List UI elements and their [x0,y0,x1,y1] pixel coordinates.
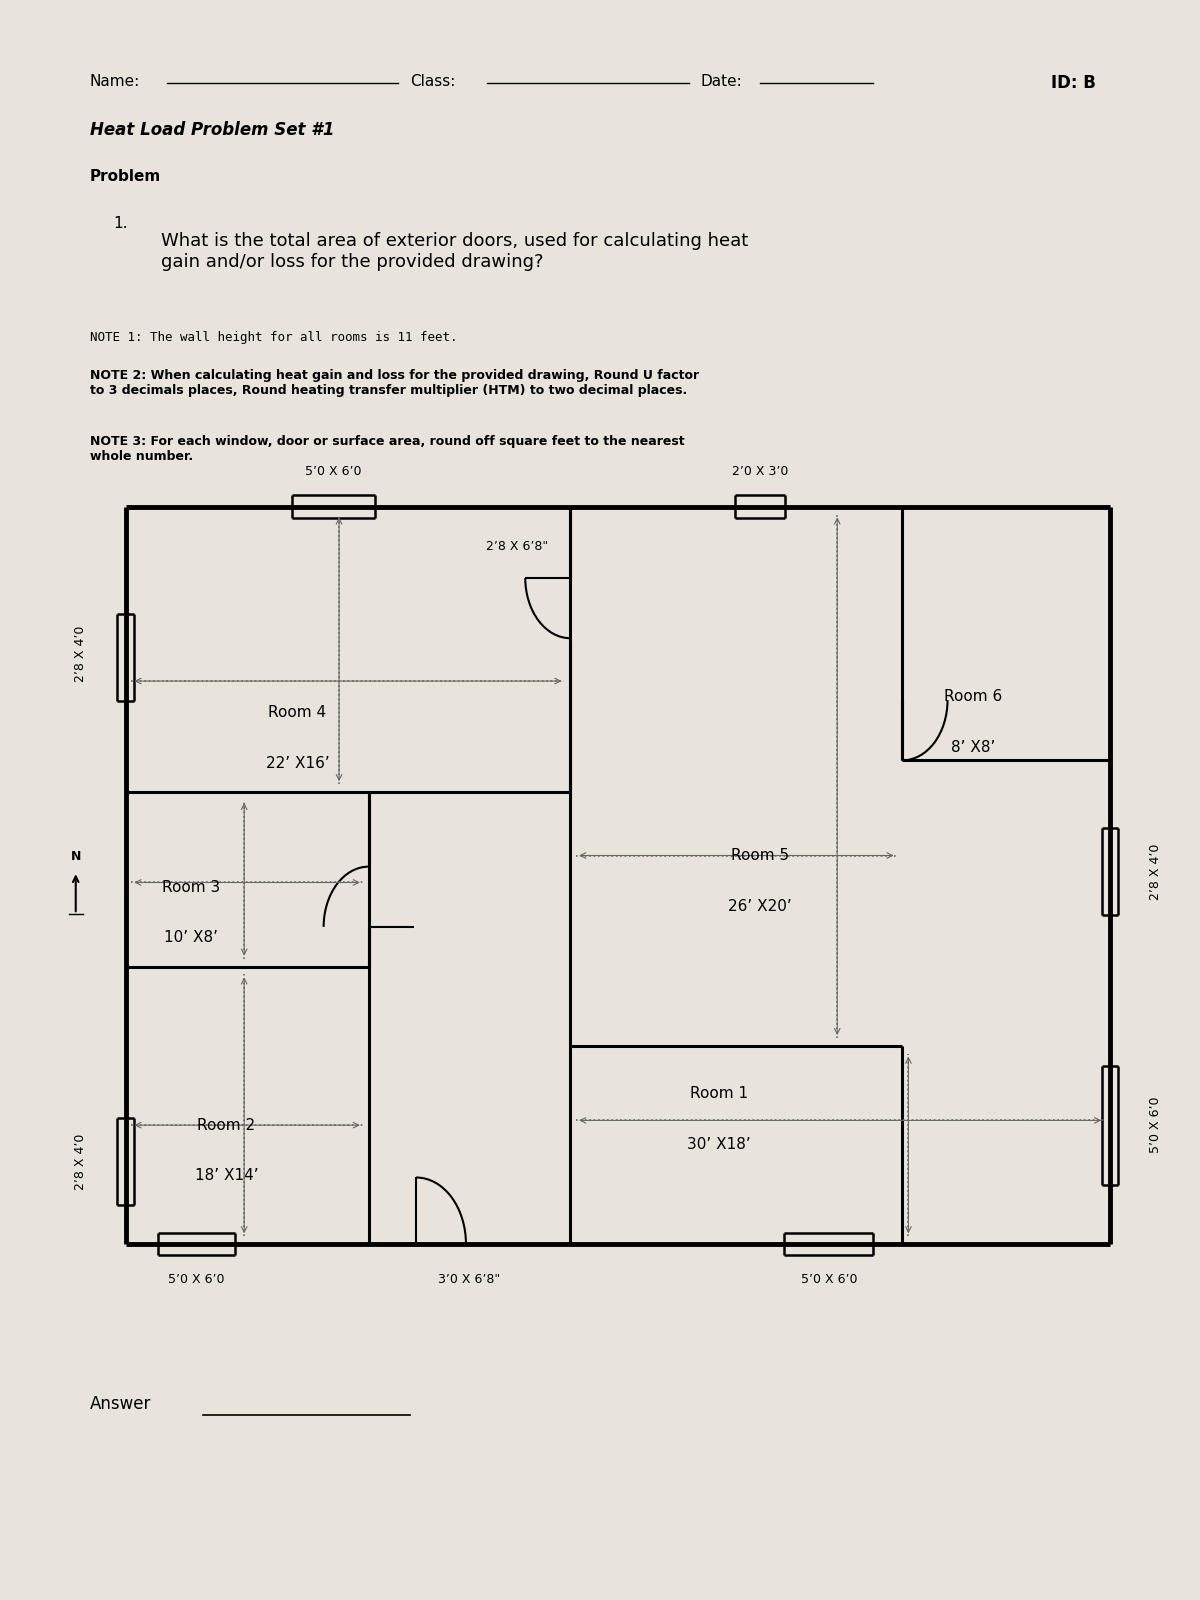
Text: Class:: Class: [410,74,456,88]
Text: 1.: 1. [114,216,128,232]
Text: 5’0 X 6’0: 5’0 X 6’0 [168,1272,224,1286]
Text: ID: B: ID: B [1051,74,1096,91]
Text: Room 5: Room 5 [731,848,790,862]
Text: Room 4: Room 4 [269,706,326,720]
Text: Room 2: Room 2 [197,1118,256,1133]
Text: 5’0 X 6’0: 5’0 X 6’0 [800,1272,857,1286]
Text: 5’0 X 6’0: 5’0 X 6’0 [305,466,361,478]
Text: 2’8 X 4’0: 2’8 X 4’0 [1148,843,1162,899]
Text: 2’8 X 4’0: 2’8 X 4’0 [74,1133,86,1190]
Text: Problem: Problem [90,168,161,184]
Text: Room 6: Room 6 [944,690,1003,704]
Text: 2’8 X 4’0: 2’8 X 4’0 [74,626,86,682]
Text: NOTE 2: When calculating heat gain and loss for the provided drawing, Round U fa: NOTE 2: When calculating heat gain and l… [90,368,700,397]
Text: Room 3: Room 3 [162,880,220,894]
Text: 5’0 X 6’0: 5’0 X 6’0 [1148,1098,1162,1154]
Text: N: N [71,851,80,864]
Text: Room 1: Room 1 [690,1086,748,1101]
Text: NOTE 3: For each window, door or surface area, round off square feet to the near: NOTE 3: For each window, door or surface… [90,435,684,462]
Text: 10’ X8’: 10’ X8’ [163,931,217,946]
Text: Answer: Answer [90,1395,151,1413]
Text: 3’0 X 6’8": 3’0 X 6’8" [438,1272,500,1286]
Text: 30’ X18’: 30’ X18’ [686,1136,750,1152]
Text: What is the total area of exterior doors, used for calculating heat
gain and/or : What is the total area of exterior doors… [161,232,749,270]
Text: 8’ X8’: 8’ X8’ [952,741,996,755]
Text: 2’8 X 6’8": 2’8 X 6’8" [486,539,548,552]
Text: 26’ X20’: 26’ X20’ [728,899,792,914]
Text: 2’0 X 3’0: 2’0 X 3’0 [732,466,788,478]
Text: 18’ X14’: 18’ X14’ [194,1168,258,1184]
Text: Heat Load Problem Set #1: Heat Load Problem Set #1 [90,122,335,139]
Text: Name:: Name: [90,74,140,88]
Text: Date:: Date: [701,74,743,88]
Text: NOTE 1: The wall height for all rooms is 11 feet.: NOTE 1: The wall height for all rooms is… [90,331,457,344]
Text: 22’ X16’: 22’ X16’ [265,757,330,771]
